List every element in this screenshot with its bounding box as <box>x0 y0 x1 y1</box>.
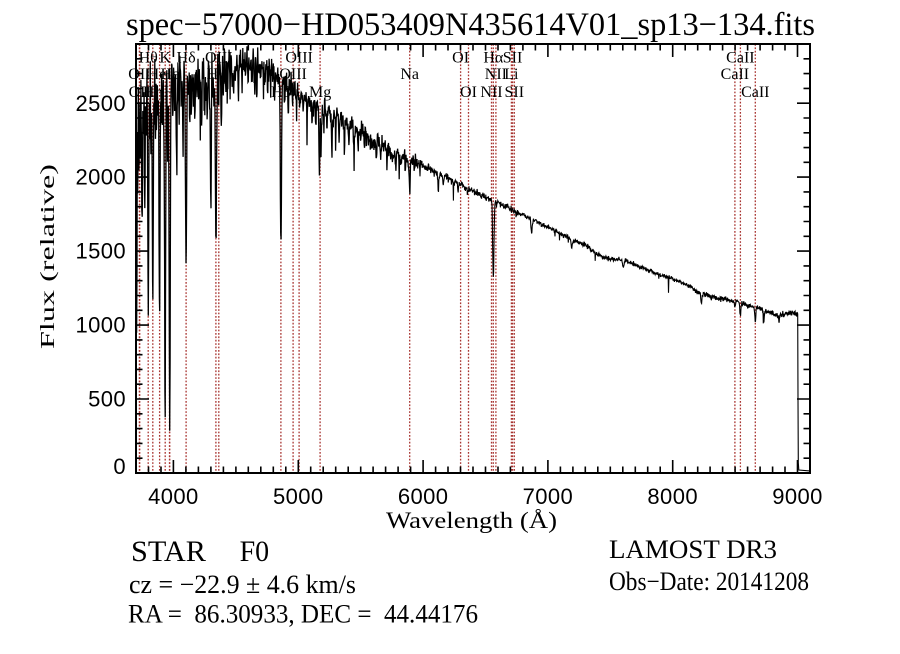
svg-text:Li: Li <box>504 66 519 83</box>
svg-text:H: H <box>164 84 176 101</box>
svg-text:K: K <box>159 49 171 66</box>
svg-text:NII: NII <box>485 66 507 83</box>
svg-text:9000: 9000 <box>772 484 823 509</box>
svg-text:Hδ: Hδ <box>177 49 196 66</box>
svg-text:OIII: OIII <box>205 49 233 66</box>
svg-text:2500: 2500 <box>75 91 126 116</box>
svg-text:OII: OII <box>129 84 151 101</box>
svg-text:500: 500 <box>88 387 126 412</box>
svg-text:Hγ: Hγ <box>207 66 226 83</box>
svg-text:5000: 5000 <box>273 484 324 509</box>
svg-text:7000: 7000 <box>523 484 574 509</box>
svg-text:NII: NII <box>480 84 502 101</box>
svg-text:F0: F0 <box>240 535 270 568</box>
svg-text:1000: 1000 <box>75 313 126 338</box>
svg-text:RA = 86.30933, DEC = 44.4417: RA = 86.30933, DEC = 44.44176 <box>128 600 478 629</box>
svg-text:Hθ: Hθ <box>139 49 158 66</box>
svg-text:2000: 2000 <box>75 165 126 190</box>
svg-text:SII: SII <box>503 49 523 66</box>
svg-text:6000: 6000 <box>398 484 449 509</box>
svg-text:CaII: CaII <box>741 84 769 101</box>
svg-text:spec−57000−HD053409N435614V01_: spec−57000−HD053409N435614V01_sp13−134.f… <box>126 7 815 43</box>
svg-text:HeI: HeI <box>148 66 172 83</box>
svg-text:0: 0 <box>113 454 126 479</box>
svg-text:CaII: CaII <box>721 66 749 83</box>
svg-text:SII: SII <box>505 84 525 101</box>
svg-text:Hα: Hα <box>483 49 504 66</box>
svg-text:OII: OII <box>128 66 150 83</box>
svg-text:4000: 4000 <box>148 484 199 509</box>
svg-text:Hε: Hε <box>161 66 180 83</box>
svg-text:LAMOST DR3: LAMOST DR3 <box>609 535 777 564</box>
svg-text:8000: 8000 <box>647 484 698 509</box>
svg-text:Mg: Mg <box>309 84 331 101</box>
svg-text:Hβ: Hβ <box>271 84 291 101</box>
svg-text:OI: OI <box>452 49 469 66</box>
svg-text:Obs−Date: 20141208: Obs−Date: 20141208 <box>609 567 809 596</box>
svg-text:Flux (relative): Flux (relative) <box>37 164 59 349</box>
svg-text:OIII: OIII <box>285 49 313 66</box>
svg-text:OI: OI <box>460 84 477 101</box>
svg-text:CaII: CaII <box>726 49 754 66</box>
svg-text:Wavelength (Å): Wavelength (Å) <box>386 508 557 533</box>
svg-text:cz = −22.9 ± 4.6 km/s: cz = −22.9 ± 4.6 km/s <box>129 570 356 599</box>
svg-text:Na: Na <box>400 66 419 83</box>
svg-text:OIII: OIII <box>279 66 307 83</box>
svg-text:1500: 1500 <box>75 239 126 264</box>
svg-text:Hη: Hη <box>143 84 163 101</box>
svg-text:STAR: STAR <box>131 535 206 568</box>
